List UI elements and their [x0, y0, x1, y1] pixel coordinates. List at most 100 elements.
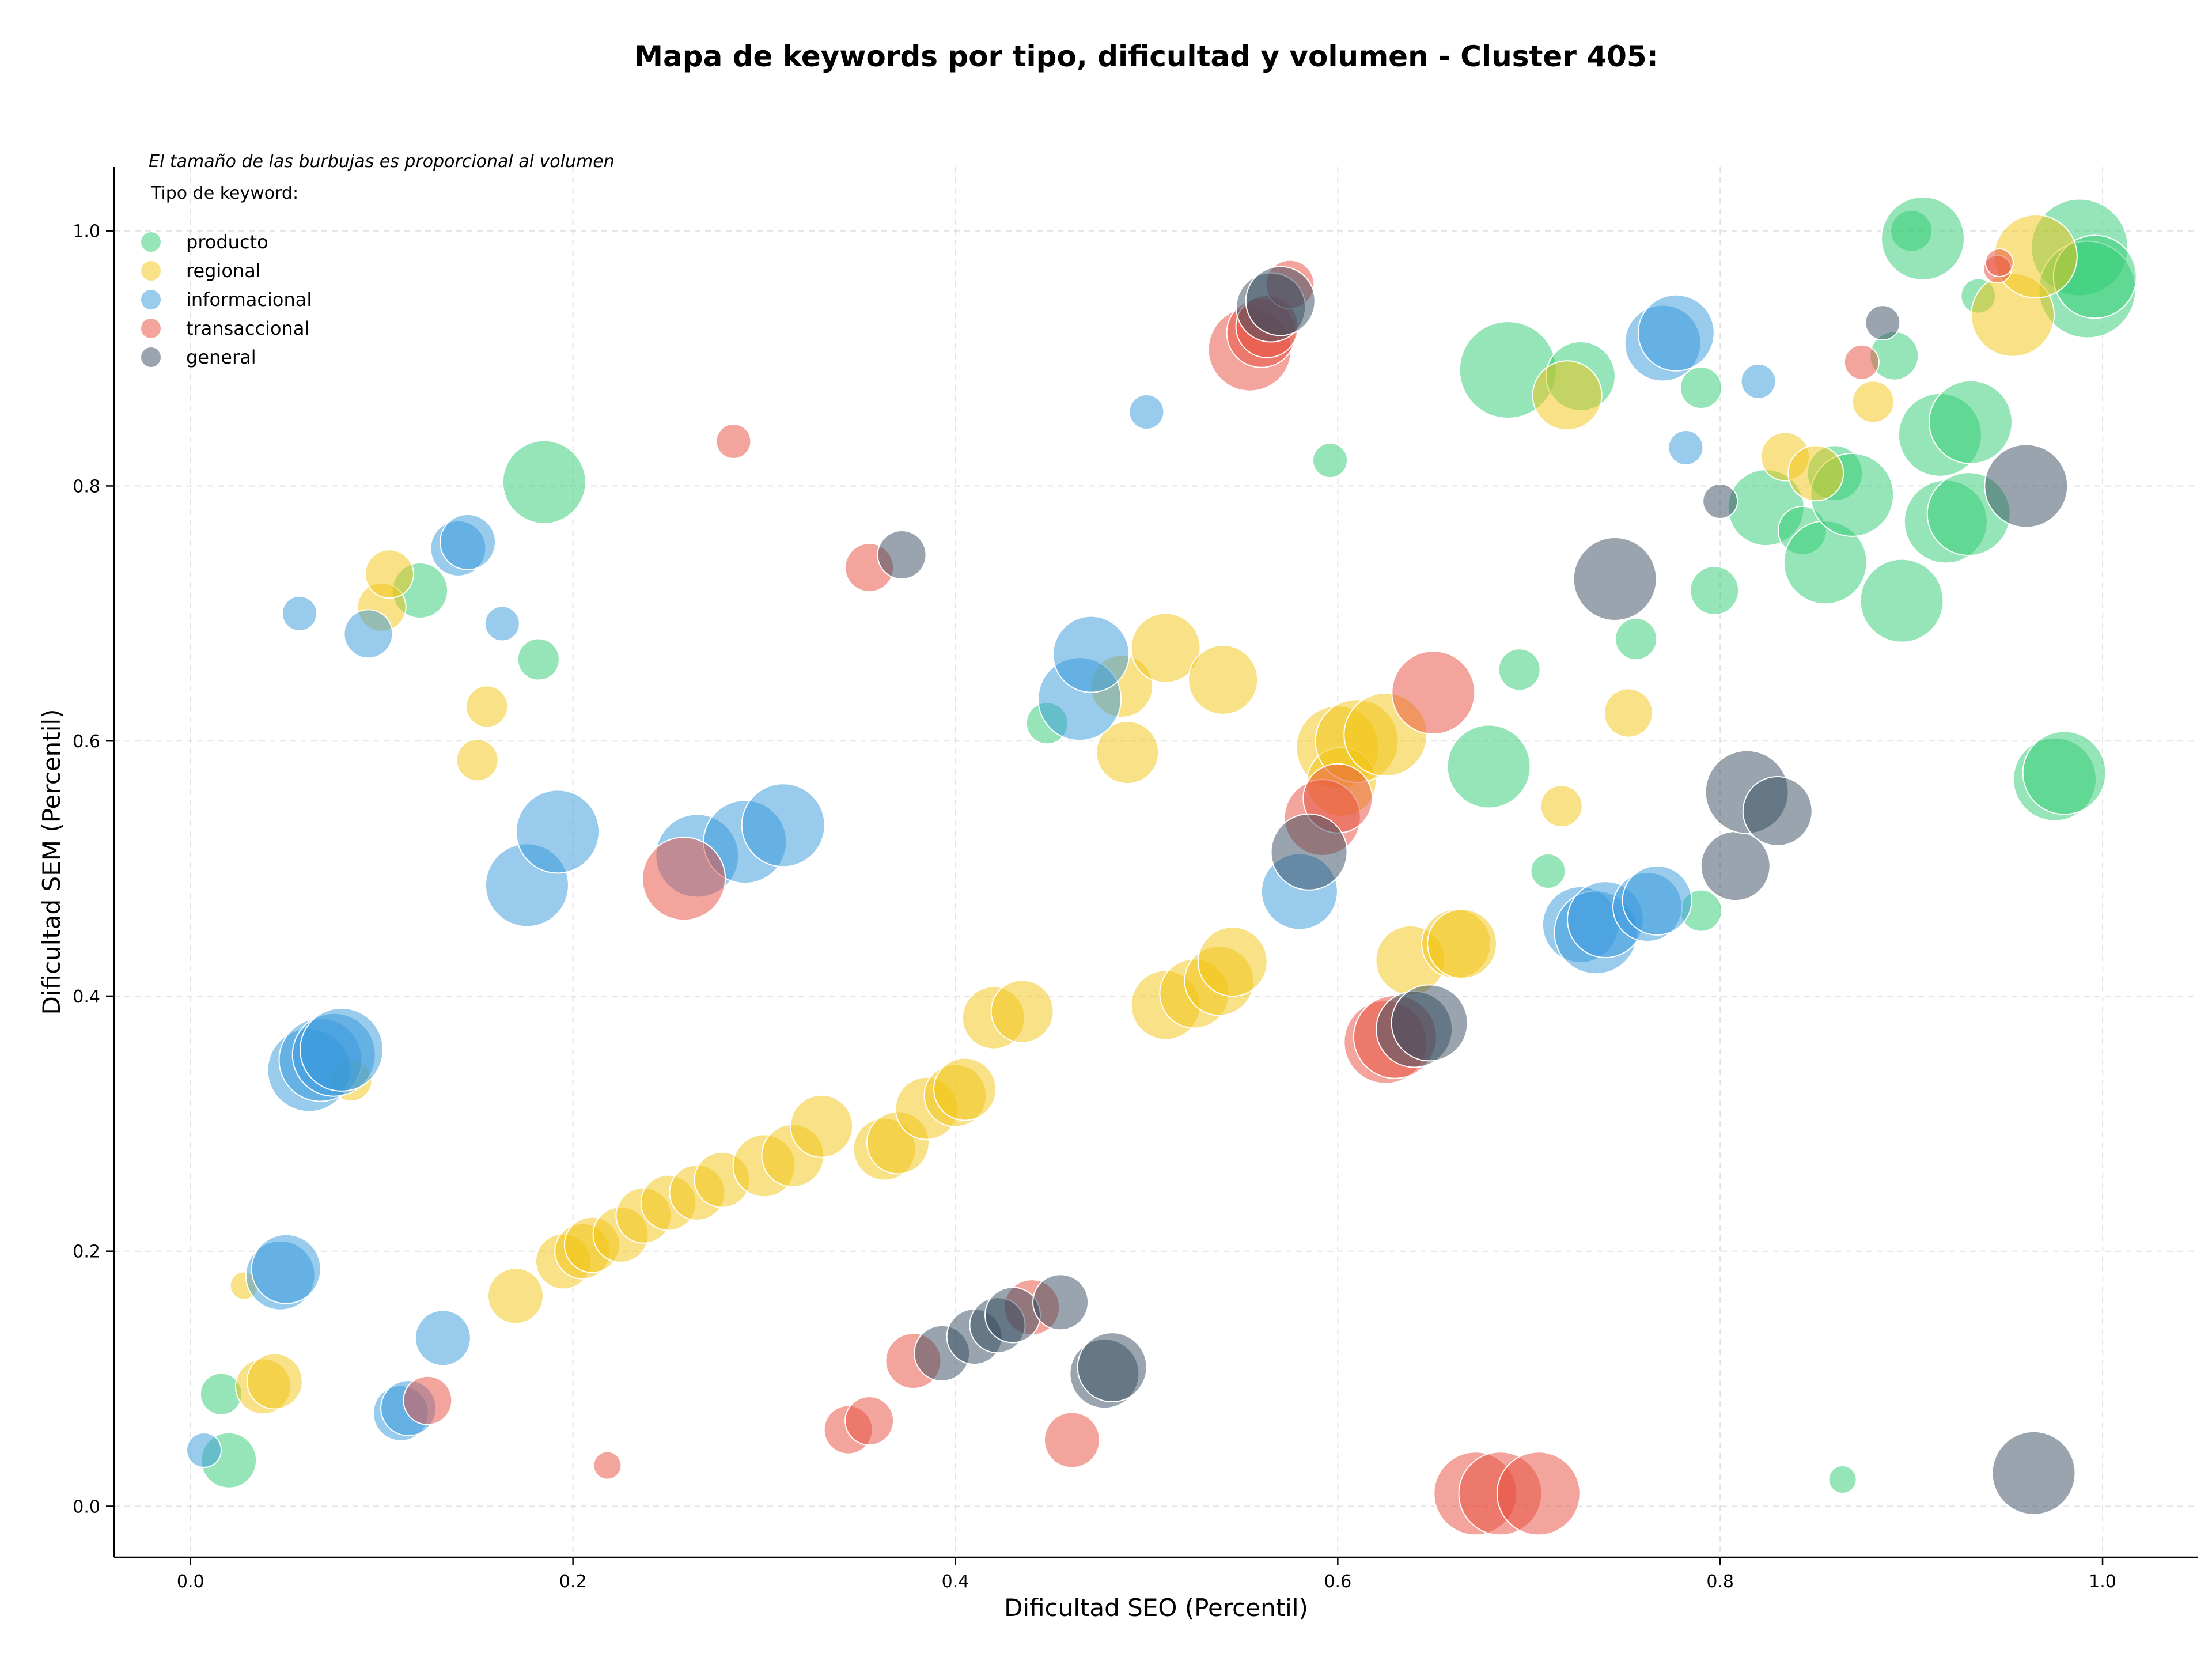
legend-item-regional: regional: [141, 260, 261, 282]
x-tick-label: 0.2: [559, 1572, 587, 1592]
bubble-point: [456, 739, 499, 782]
x-ticks: 0.0 0.2 0.4 0.6 0.8 1.0: [177, 1557, 2116, 1592]
y-ticks: 0.0 0.2 0.4 0.6 0.8 1.0: [73, 222, 114, 1517]
bubble-point: [299, 1007, 384, 1092]
legend-marker: [141, 290, 161, 309]
x-tick-label: 0.0: [177, 1572, 204, 1592]
bubble-point: [343, 609, 393, 659]
bubble-point: [1530, 853, 1566, 889]
axes: [113, 167, 2198, 1558]
legend-item-transaccional: transaccional: [141, 317, 309, 339]
bubble-point: [990, 979, 1054, 1043]
bubble-point: [1668, 430, 1704, 466]
x-axis-label: Dificultad SEO (Percentil): [1004, 1594, 1308, 1622]
bubble-point: [741, 783, 825, 868]
legend-item-producto: producto: [141, 231, 268, 253]
bubble-point: [484, 606, 520, 642]
series-regional: [229, 214, 2078, 1415]
bubble-point: [844, 1396, 895, 1446]
legend-marker: [141, 261, 161, 281]
legend-label: general: [186, 346, 256, 368]
bubble-point: [1270, 813, 1348, 891]
bubble-point: [1312, 442, 1349, 479]
bubble-point: [1197, 926, 1268, 997]
y-tick-label: 0.8: [73, 476, 100, 497]
bubble-point: [1929, 380, 2013, 464]
y-tick-label: 0.2: [73, 1242, 100, 1262]
bubble-point: [1532, 360, 1603, 431]
bubble-point: [414, 1310, 471, 1367]
legend-marker: [141, 347, 161, 367]
bubble-point: [251, 1234, 321, 1304]
bubble-point: [364, 549, 414, 599]
legend-item-informacional: informacional: [141, 289, 312, 311]
bubble-point: [1742, 775, 1813, 846]
bubble-point: [1540, 785, 1583, 828]
bubble-point: [502, 440, 586, 524]
legend-item-general: general: [141, 346, 256, 368]
x-tick-label: 0.6: [1324, 1572, 1351, 1592]
bubble-point: [1446, 724, 1531, 809]
bubble-point: [933, 1057, 997, 1121]
bubbles: [186, 196, 2137, 1536]
bubble-point: [1865, 305, 1901, 341]
bubble-point: [1603, 688, 1653, 738]
bubble-point: [1245, 266, 1316, 336]
bubble-point: [1573, 537, 1657, 622]
bubble-point: [1637, 294, 1715, 372]
bubble-point: [1859, 558, 1944, 643]
legend-label: transaccional: [186, 317, 309, 339]
bubble-point: [642, 837, 726, 921]
bubble-point: [1498, 648, 1541, 691]
legend-label: producto: [186, 231, 268, 253]
bubble-point: [1496, 1451, 1581, 1536]
legend-marker: [141, 319, 161, 338]
bubble-point: [199, 1372, 243, 1416]
bubble-point: [1032, 1274, 1089, 1331]
bubble-point: [1690, 565, 1740, 615]
y-tick-label: 0.6: [73, 732, 100, 752]
bubble-point: [1130, 612, 1201, 683]
bubble-point: [1700, 831, 1771, 902]
bubble-point: [403, 1375, 453, 1425]
bubble-point: [1128, 394, 1165, 430]
bubble-point: [1984, 444, 2069, 528]
bubble-point: [715, 423, 752, 459]
legend-label: regional: [186, 260, 261, 282]
bubble-point: [440, 513, 497, 570]
legend-title: Tipo de keyword:: [150, 183, 298, 203]
bubble-point: [517, 638, 560, 681]
bubble-point: [1052, 615, 1130, 693]
y-tick-label: 0.0: [73, 1497, 100, 1517]
bubble-point: [1391, 984, 1468, 1062]
legend-marker: [141, 232, 161, 252]
bubble-point: [1427, 909, 1498, 979]
bubble-point: [1984, 248, 2014, 278]
bubble-point: [1843, 344, 1880, 380]
bubble-point: [1622, 865, 1692, 936]
bubble-point: [1851, 380, 1895, 423]
bubble-point: [1881, 196, 1965, 281]
bubble-point: [1702, 483, 1738, 520]
bubble-point: [1391, 650, 1476, 735]
bubble-point: [1828, 1465, 1857, 1494]
x-tick-label: 0.8: [1706, 1572, 1734, 1592]
y-axis-label: Dificultad SEM (Percentil): [37, 709, 66, 1015]
bubble-point: [1188, 644, 1259, 715]
bubble-point: [246, 1353, 303, 1410]
bubble-point: [487, 1267, 544, 1325]
bubble-point: [1991, 1431, 2076, 1515]
bubble-point: [593, 1451, 622, 1480]
x-tick-label: 1.0: [2089, 1572, 2116, 1592]
y-tick-label: 1.0: [73, 222, 100, 242]
bubble-point: [877, 529, 927, 580]
bubble-point: [790, 1094, 854, 1158]
bubble-point: [1740, 363, 1777, 399]
chart-title: Mapa de keywords por tipo, dificultad y …: [634, 40, 1658, 73]
series-general: [877, 266, 2076, 1515]
bubble-point: [465, 685, 509, 728]
bubble-point: [1077, 1332, 1147, 1403]
bubble-point: [516, 789, 600, 874]
